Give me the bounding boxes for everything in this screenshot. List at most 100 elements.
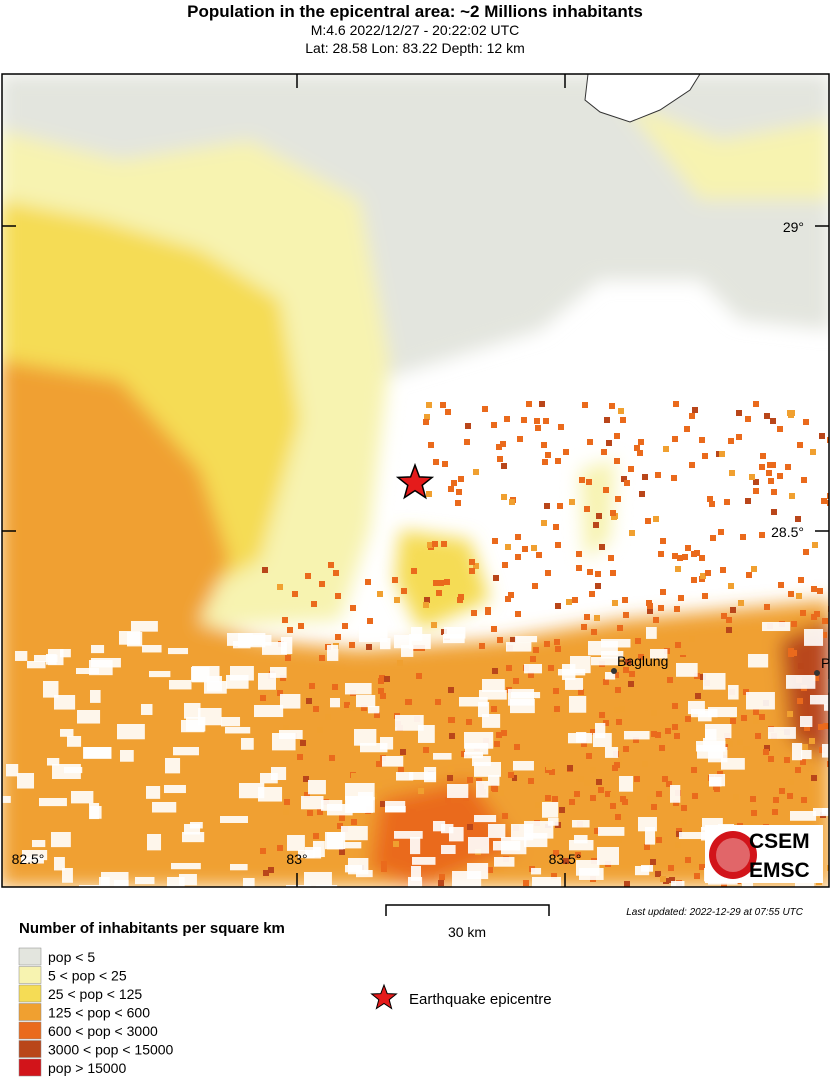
map-cell [351,819,357,825]
map-cell [555,542,561,548]
map-cell [423,602,429,608]
map-cell [492,538,498,544]
map-cell [497,456,503,462]
map-cell [319,655,325,661]
map-cell [198,708,222,726]
map-cell [220,816,248,824]
map-cell [668,865,674,871]
map-cell [662,776,668,782]
map-cell [623,612,629,618]
map-cell [283,809,289,815]
map-cell [402,754,408,760]
title: Population in the epicentral area: ~2 Mi… [187,2,643,21]
map-cell [764,745,770,751]
map-cell [515,534,521,540]
map-cell [545,570,551,576]
map-cell [595,583,601,589]
map-cell [584,506,590,512]
city-label: P [821,655,830,671]
map-cell [684,426,690,432]
legend-swatch [18,1021,42,1040]
map-cell [699,555,705,561]
map-cell [467,824,473,830]
map-cell [804,725,810,731]
map-cell [590,767,596,773]
map-cell [721,613,727,619]
map-cell [818,724,824,730]
map-cell [471,610,477,616]
city-label: Baglung [617,653,668,669]
map-cell [650,859,656,865]
map-cell [22,850,48,861]
map-cell [689,636,695,642]
map-cell [482,406,488,412]
map-cell [655,472,661,478]
map-cell [485,609,491,615]
map-cell [629,530,635,536]
map-cell [406,699,412,705]
map-cell [149,671,171,678]
map-cell [743,746,749,752]
map-cell [541,520,547,526]
map-cell [718,529,724,535]
map-cell [729,470,735,476]
map-cell [398,767,404,773]
map-cell [287,627,293,633]
map-cell [512,775,518,781]
map-cell [184,824,201,835]
map-cell [79,885,105,887]
map-cell [504,416,510,422]
map-cell [689,413,695,419]
map-cell [753,401,759,407]
map-cell [120,750,134,762]
map-cell [800,716,813,727]
map-cell [604,417,610,423]
map-cell [650,649,668,659]
map-cell [586,753,592,759]
map-cell [795,880,815,887]
map-cell [225,727,251,734]
map-cell [411,866,422,881]
map-cell [719,451,725,457]
map-region [370,780,520,887]
map-cell [436,590,442,596]
map-cell [281,637,293,654]
map-cell [15,651,28,661]
map-cell [676,663,698,677]
map-cell [753,488,759,494]
map-cell [827,865,829,871]
map-cell [378,678,384,684]
map-cell [797,698,803,704]
map-cell [624,881,630,887]
map-cell [101,872,129,887]
map-cell [699,864,705,870]
map-cell [702,453,708,459]
map-cell [147,834,162,851]
map-cell [131,621,158,632]
map-cell [634,445,640,451]
map-cell [764,604,770,610]
map-cell [84,747,112,759]
map-cell [406,852,412,858]
map-cell [311,601,317,607]
map-cell [822,744,829,758]
map-cell [531,545,537,551]
map-cell [572,597,578,603]
map-cell [448,486,454,492]
map-cell [613,672,619,678]
map-cell [751,810,757,816]
map-cell [416,673,422,679]
map-cell [647,608,653,614]
map-cell [207,676,222,692]
map-cell [759,464,765,470]
map-cell [798,577,804,583]
map-cell [535,425,541,431]
legend-swatch [18,1003,42,1021]
map-cell [506,642,532,652]
map-cell [746,692,775,710]
map-cell [350,605,356,611]
map-cell [788,412,794,418]
map-cell [768,727,796,739]
map-cell [804,629,824,646]
map-cell [277,690,283,696]
